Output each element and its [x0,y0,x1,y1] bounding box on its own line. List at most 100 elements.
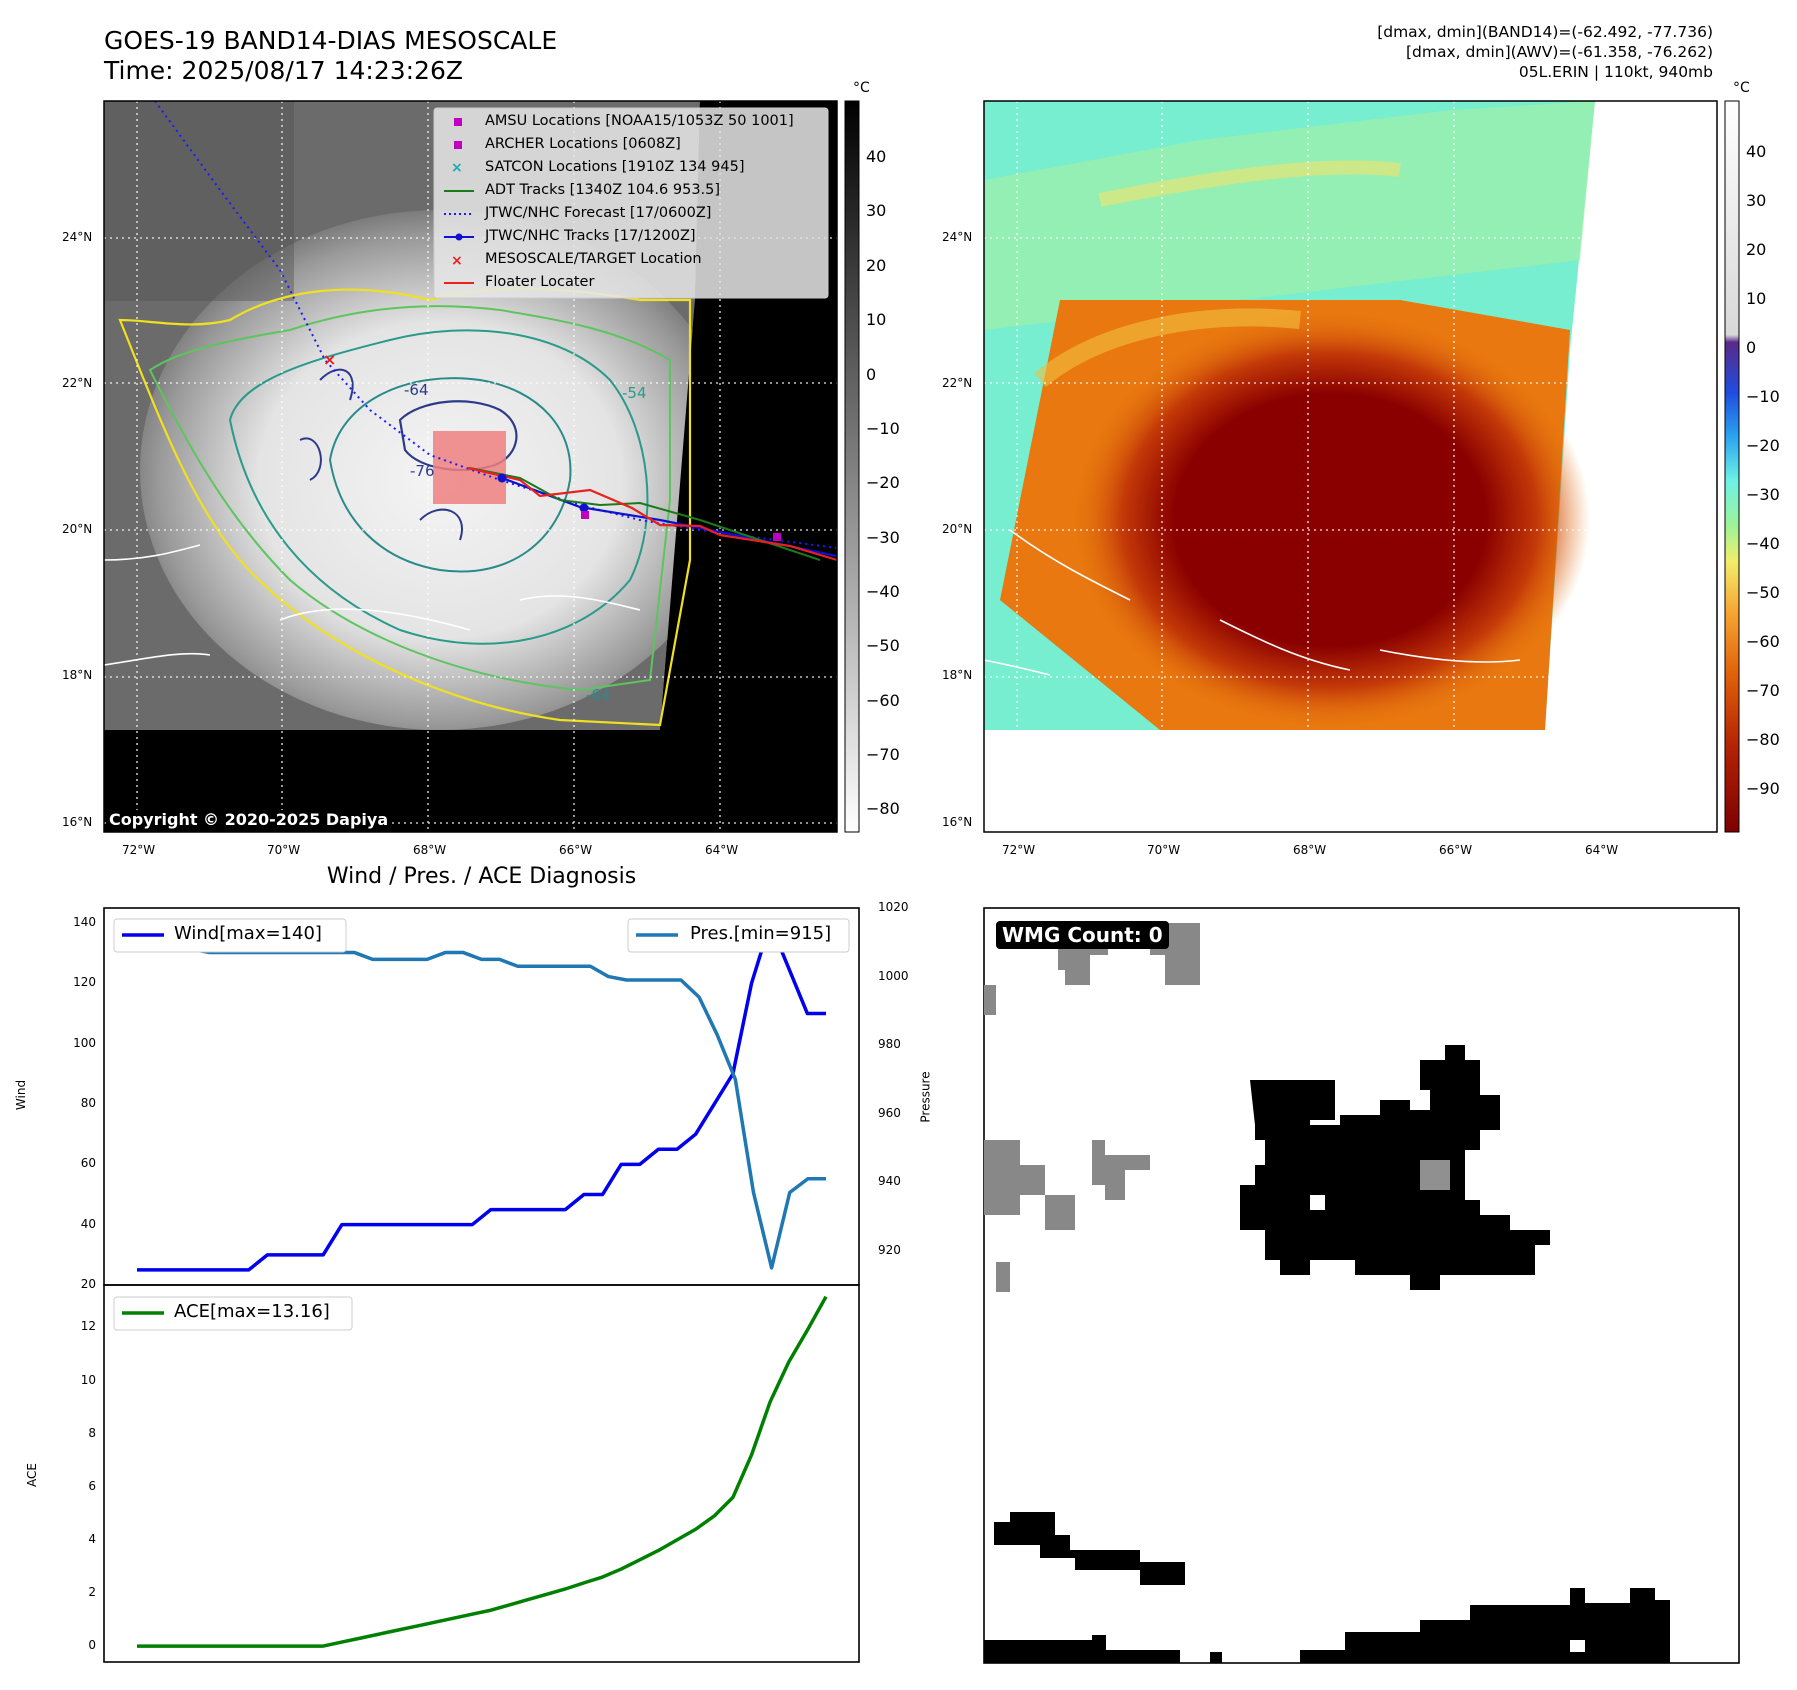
ir-colorbar-unit: °C [853,80,870,96]
awv-colorbar-unit: °C [1733,80,1750,96]
wind-tick-label: 60 [80,1156,96,1171]
lon-label: 64°W [705,843,739,857]
lon-label: 72°W [122,843,156,857]
lon-label: 72°W [1002,843,1036,857]
wind-tick-label: 120 [73,975,96,990]
svg-text:×: × [323,350,336,369]
intensity-info: [dmax, dmin](BAND14)=(-62.492, -77.736) … [1377,22,1713,82]
lat-label: 16°N [942,815,973,829]
awv-cb-tick: 40 [1746,142,1767,161]
lon-label: 66°W [1439,843,1473,857]
awv-cb-tick: 0 [1746,338,1757,357]
figure-title: GOES-19 BAND14-DIAS MESOSCALE Time: 2025… [104,26,557,86]
wind-tick-label: 40 [80,1216,96,1231]
ir-cb-tick: −60 [866,691,900,710]
legend-adt: ADT Tracks [1340Z 104.6 953.5] [485,182,721,198]
lat-label: 20°N [942,522,973,536]
awv-colorbar [1724,100,1740,833]
awv-cb-tick: −20 [1746,436,1780,455]
ir-cb-tick: −30 [866,528,900,547]
legend-satcon: SATCON Locations [1910Z 134 945] [485,159,745,175]
ir-legend [433,107,829,299]
awv-cb-tick: 30 [1746,191,1767,210]
awv-cb-tick: −40 [1746,534,1780,553]
lon-label: 68°W [1293,843,1327,857]
lat-label: 18°N [942,668,973,682]
info-storm: 05L.ERIN | 110kt, 940mb [1518,63,1713,81]
awv-cb-tick: 10 [1746,289,1767,308]
ace-legend [113,1296,353,1331]
lon-label: 70°W [1147,843,1181,857]
contour-label: -76 [410,462,435,480]
ace-tick-label: 12 [80,1319,96,1334]
wind-tick-label: 140 [73,915,96,930]
ace-frame [103,1284,860,1663]
legend-tracks: JTWC/NHC Tracks [17/1200Z] [485,228,696,244]
ir-cb-tick: −70 [866,745,900,764]
wmg-imagery [984,923,1670,1663]
awv-cb-tick: 20 [1746,240,1767,259]
wind-legend [113,918,347,953]
pressure-tick-label: 920 [878,1242,901,1257]
pressure-axis-label: Pressure [918,1071,933,1123]
title-line-2: Time: 2025/08/17 14:23:26Z [104,56,463,85]
awv-cb-tick: −90 [1746,779,1780,798]
wind-pres-frame [103,907,860,1286]
lat-label: 22°N [62,376,93,390]
awv-cb-tick: −10 [1746,387,1780,406]
awv-cb-tick: −60 [1746,632,1780,651]
pressure-tick-label: 960 [878,1105,901,1120]
ir-cb-tick: 20 [866,256,887,275]
svg-text:×: × [451,253,463,269]
info-awv: [dmax, dmin](AWV)=(-61.358, -76.262) [1406,43,1713,61]
awv-cb-tick: −70 [1746,681,1780,700]
ir-cb-tick: −20 [866,473,900,492]
svg-text:×: × [451,160,463,176]
awv-map-frame [983,100,1718,833]
legend-archer: ARCHER Locations [0608Z] [485,136,681,152]
awv-cb-tick: −80 [1746,730,1780,749]
lat-label: 18°N [62,668,93,682]
ir-cb-tick: −80 [866,799,900,818]
pres-legend-label: Pres.[min=915] [690,923,832,944]
lat-label: 24°N [62,230,93,244]
wmg-frame [983,907,1740,1664]
ace-legend-label: ACE[max=13.16] [174,1301,330,1322]
info-band14: [dmax, dmin](BAND14)=(-62.492, -77.736) [1377,23,1713,41]
ace-tick-label: 10 [80,1372,96,1387]
lat-label: 24°N [942,230,973,244]
ace-axis-label: ACE [24,1463,39,1487]
ace-tick-label: 4 [88,1531,96,1546]
legend-floater: Floater Locater [485,274,595,290]
ace-plot [137,1295,828,1648]
pressure-tick-label: 1020 [878,900,909,914]
wind-tick-label: 80 [80,1096,96,1111]
lon-label: 66°W [559,843,593,857]
ir-cb-tick: 30 [866,201,887,220]
title-line-1: GOES-19 BAND14-DIAS MESOSCALE [104,26,558,55]
awv-cb-tick: −50 [1746,583,1780,602]
ace-tick-label: 6 [88,1478,96,1493]
ace-tick-label: 2 [88,1584,96,1599]
ace-series-line [137,1295,828,1648]
lon-label: 70°W [267,843,301,857]
ir-legend-markers: × × [444,118,474,284]
ir-cb-tick: −40 [866,582,900,601]
ir-cb-tick: −50 [866,636,900,655]
copyright-label: Copyright © 2020-2025 Dapiya [106,810,392,829]
ir-cb-tick: 0 [866,365,877,384]
wind-tick-label: 20 [80,1277,96,1291]
lon-label: 64°W [1585,843,1619,857]
legend-target: MESOSCALE/TARGET Location [485,251,702,267]
pressure-series-line [137,926,826,1270]
contour-label: -54 [622,384,647,402]
ace-tick-label: 0 [88,1638,96,1653]
ir-cb-tick: 40 [866,147,887,166]
wind-pres-plot [137,921,826,1272]
wmg-count-badge: WMG Count: 0 [996,921,1169,949]
lat-label: 20°N [62,522,93,536]
contour-label: -64 [586,686,611,704]
ir-map-frame [103,100,838,833]
awv-cb-tick: −30 [1746,485,1780,504]
